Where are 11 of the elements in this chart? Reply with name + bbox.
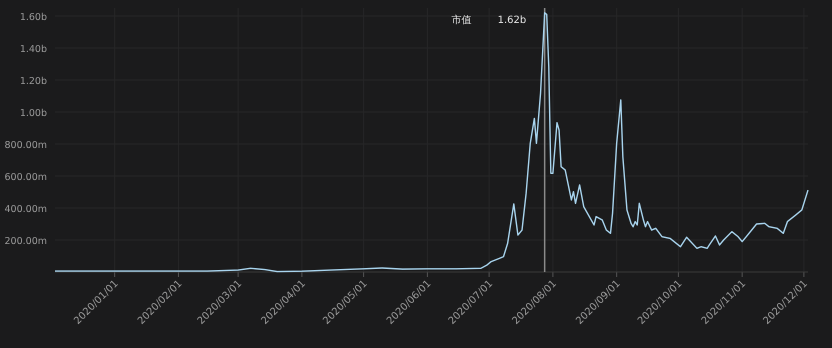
y-tick-label: 400.00m [4, 204, 47, 215]
line-series [54, 12, 809, 272]
y-tick-label: 1.40b [20, 44, 47, 55]
annotation: 1.62b [498, 14, 526, 26]
y-tick-label: 800.00m [4, 140, 47, 151]
y-tick-label: 200.00m [4, 236, 47, 247]
y-tick-label: 1.20b [20, 76, 47, 87]
y-tick-label: 1.60b [20, 12, 47, 23]
y-tick-label: 1.00b [20, 108, 47, 119]
text: 市值 [452, 14, 472, 26]
y-tick-label: 600.00m [4, 172, 47, 183]
